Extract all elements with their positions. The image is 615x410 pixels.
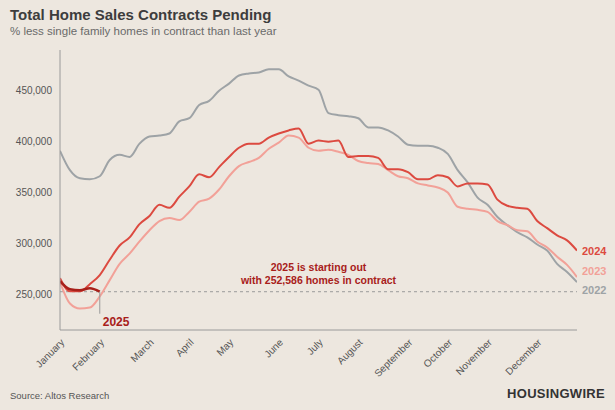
html-text:Total Home Sales Contracts Pen: Total Home Sales Contracts Pending	[10, 6, 272, 23]
svg-text:September: September	[372, 336, 415, 379]
svg-text:450,000: 450,000	[16, 85, 53, 96]
html-text:HOUSINGWIRE: HOUSINGWIRE	[507, 386, 605, 401]
svg-text:January: January	[33, 337, 66, 370]
svg-text:June: June	[262, 336, 285, 359]
svg-text:with 252,586 homes in contract: with 252,586 homes in contract	[240, 274, 397, 286]
svg-text:December: December	[503, 336, 544, 377]
svg-text:July: July	[305, 337, 325, 357]
svg-text:2022: 2022	[582, 284, 606, 296]
svg-text:2025: 2025	[103, 315, 130, 329]
svg-text:April: April	[174, 337, 196, 359]
svg-text:400,000: 400,000	[16, 136, 53, 147]
svg-text:February: February	[70, 337, 106, 373]
svg-text:August: August	[335, 337, 365, 367]
svg-text:350,000: 350,000	[16, 187, 53, 198]
svg-text:May: May	[214, 337, 235, 358]
svg-text:2025 is starting out: 2025 is starting out	[271, 261, 367, 273]
svg-text:2023: 2023	[582, 265, 606, 277]
svg-text:November: November	[454, 336, 495, 377]
html-text:% less single family homes in: % less single family homes in contract t…	[10, 25, 277, 37]
svg-text:300,000: 300,000	[16, 238, 53, 249]
svg-text:250,000: 250,000	[16, 289, 53, 300]
html-text:Source: Altos Research: Source: Altos Research	[10, 390, 110, 401]
svg-text:October: October	[421, 336, 454, 369]
svg-text:March: March	[128, 337, 155, 364]
svg-text:2024: 2024	[582, 245, 607, 257]
